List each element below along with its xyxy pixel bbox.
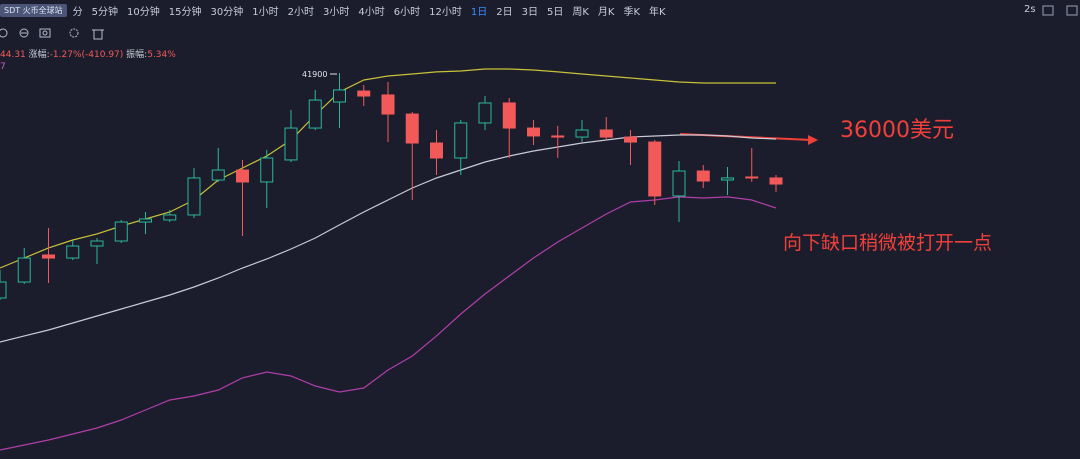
candle-body: [672, 170, 686, 197]
candle-body: [139, 218, 152, 223]
candle-body: [430, 142, 443, 159]
candle-body: [236, 169, 249, 183]
interval-button[interactable]: 5分钟: [91, 7, 119, 18]
max-label: 41900: [302, 70, 327, 79]
interval-button[interactable]: 1日: [470, 7, 488, 18]
candle-body: [624, 136, 637, 143]
interval-button[interactable]: 月K: [597, 7, 615, 18]
interval-button[interactable]: 季K: [623, 7, 641, 18]
candle-body: [648, 141, 662, 197]
interval-button[interactable]: 分: [72, 7, 83, 18]
candle-body: [769, 177, 783, 185]
candle-body: [114, 221, 128, 242]
interval-button[interactable]: 5日: [546, 7, 564, 18]
indicator-value: 7: [0, 62, 6, 72]
candle-body: [187, 177, 201, 216]
annotation-arrowhead: [808, 135, 818, 145]
interval-button[interactable]: 4小时: [358, 7, 385, 18]
info-bar: 44.31 涨幅:-1.27%(-410.97) 振幅:5.34%: [0, 47, 176, 60]
annotation: 36000美元: [840, 118, 954, 143]
candle-body: [0, 281, 7, 299]
candle-body: [211, 169, 225, 181]
candle-body: [551, 135, 565, 138]
interval-button[interactable]: 12小时: [429, 7, 462, 18]
annotation: 向下缺口稍微被打开一点: [783, 232, 993, 254]
interval-button[interactable]: 3日: [521, 7, 538, 18]
interval-button[interactable]: 1小时: [252, 7, 279, 18]
interval-button[interactable]: 6小时: [393, 7, 421, 18]
candle-body: [502, 102, 516, 129]
open-value: 44.31: [0, 50, 26, 60]
interval-button[interactable]: 周K: [572, 7, 589, 18]
change-label: 涨幅:: [28, 50, 50, 60]
candle-body: [163, 214, 177, 221]
indicator-line: [0, 68, 776, 269]
candle-body: [405, 113, 419, 144]
candle-body: [284, 127, 298, 161]
refresh-rate[interactable]: 2s: [1024, 4, 1036, 15]
candle-body: [745, 176, 759, 179]
candle-body: [575, 129, 589, 138]
candle-body: [90, 240, 104, 247]
interval-button[interactable]: 2小时: [287, 7, 314, 18]
interval-button[interactable]: 2日: [496, 7, 513, 18]
candle-body: [357, 90, 371, 97]
candle-body: [454, 122, 468, 159]
amplitude-label: 振幅:: [126, 50, 148, 60]
interval-button[interactable]: 3小时: [323, 7, 350, 18]
candle-body: [696, 170, 710, 182]
candle-body: [478, 102, 492, 124]
candle-body: [599, 129, 613, 138]
window-icons[interactable]: [1040, 3, 1080, 19]
candle-body: [381, 94, 395, 115]
toolbar: SDT 火币全球站 分 5分钟 10分钟 15分钟 30分钟 1小时 2小时 3小时 4小时 6小…: [0, 0, 1080, 21]
interval-list: 分 5分钟 10分钟 15分钟 30分钟 1小时 2小时 3小时 4小时 6小时 12小时 1日 2日 3…: [73, 3, 666, 18]
candle-body: [42, 254, 55, 259]
interval-button[interactable]: 10分钟: [127, 7, 160, 18]
candle-body: [333, 89, 346, 103]
interval-button[interactable]: 30分钟: [210, 7, 244, 18]
indicator-line: [0, 134, 777, 343]
tool-icons[interactable]: [0, 26, 110, 42]
candle-body: [721, 177, 734, 181]
indicator-line: [0, 196, 777, 451]
symbol[interactable]: SDT 火币全球站: [0, 4, 67, 17]
interval-button[interactable]: 年K: [649, 7, 666, 18]
change-value: -1.27%(-410.97): [49, 50, 124, 60]
candle-body: [527, 127, 540, 137]
candle-body: [17, 257, 31, 283]
candle-body: [308, 99, 322, 129]
amplitude-value: 5.34%: [147, 50, 176, 60]
candle-body: [260, 157, 274, 183]
candle-body: [66, 245, 80, 259]
interval-button[interactable]: 15分钟: [168, 7, 202, 18]
